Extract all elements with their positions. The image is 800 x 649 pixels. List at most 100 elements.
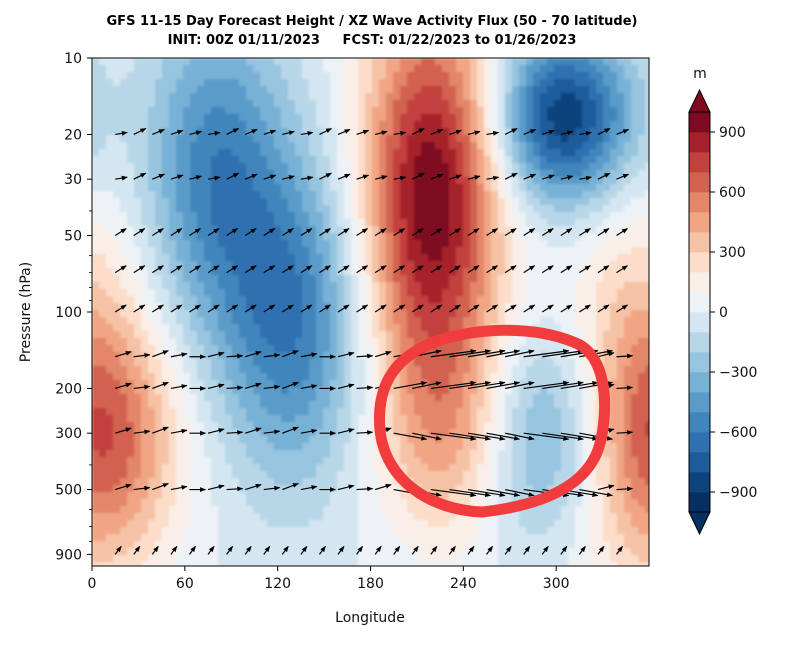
field-cell bbox=[267, 338, 275, 346]
field-cell bbox=[421, 121, 429, 129]
field-cell bbox=[624, 212, 632, 220]
field-cell bbox=[547, 345, 555, 353]
field-cell bbox=[92, 303, 100, 311]
field-cell bbox=[358, 240, 366, 248]
field-cell bbox=[645, 422, 649, 430]
field-cell bbox=[239, 170, 247, 178]
field-cell bbox=[372, 100, 380, 108]
field-cell bbox=[575, 422, 583, 430]
field-cell bbox=[211, 58, 219, 66]
field-cell bbox=[253, 289, 261, 297]
field-cell bbox=[449, 128, 457, 136]
field-cell bbox=[393, 79, 401, 87]
field-cell bbox=[456, 184, 464, 192]
field-cell bbox=[155, 296, 163, 304]
field-cell bbox=[92, 464, 100, 472]
field-cell bbox=[351, 65, 359, 73]
field-cell bbox=[575, 359, 583, 367]
field-cell bbox=[540, 233, 548, 241]
field-cell bbox=[176, 436, 184, 444]
field-cell bbox=[260, 142, 268, 150]
field-cell bbox=[337, 128, 345, 136]
field-cell bbox=[358, 324, 366, 332]
field-cell bbox=[603, 310, 611, 318]
field-cell bbox=[176, 282, 184, 290]
field-cell bbox=[610, 72, 618, 80]
field-cell bbox=[407, 240, 415, 248]
field-cell bbox=[351, 408, 359, 416]
field-cell bbox=[281, 100, 289, 108]
field-cell bbox=[561, 415, 569, 423]
field-cell bbox=[582, 79, 590, 87]
field-cell bbox=[218, 163, 226, 171]
field-cell bbox=[316, 373, 324, 381]
field-cell bbox=[106, 380, 114, 388]
field-cell bbox=[631, 100, 639, 108]
field-cell bbox=[582, 275, 590, 283]
field-cell bbox=[302, 205, 310, 213]
field-cell bbox=[337, 100, 345, 108]
field-cell bbox=[547, 289, 555, 297]
field-cell bbox=[596, 163, 604, 171]
field-cell bbox=[148, 254, 156, 262]
field-cell bbox=[645, 156, 649, 164]
field-cell bbox=[603, 485, 611, 493]
field-cell bbox=[162, 58, 170, 66]
field-cell bbox=[295, 177, 303, 185]
field-cell bbox=[183, 72, 191, 80]
field-cell bbox=[218, 121, 226, 129]
field-cell bbox=[575, 114, 583, 122]
field-cell bbox=[113, 359, 121, 367]
field-cell bbox=[281, 163, 289, 171]
field-cell bbox=[645, 366, 649, 374]
field-cell bbox=[309, 170, 317, 178]
field-cell bbox=[127, 303, 135, 311]
field-cell bbox=[407, 198, 415, 206]
field-cell bbox=[596, 170, 604, 178]
field-cell bbox=[393, 184, 401, 192]
field-cell bbox=[449, 303, 457, 311]
field-cell bbox=[568, 429, 576, 437]
field-cell bbox=[169, 310, 177, 318]
field-cell bbox=[372, 163, 380, 171]
field-cell bbox=[484, 275, 492, 283]
field-cell bbox=[274, 121, 282, 129]
field-cell bbox=[302, 135, 310, 143]
field-cell bbox=[561, 464, 569, 472]
field-cell bbox=[540, 457, 548, 465]
field-cell bbox=[99, 170, 107, 178]
field-cell bbox=[274, 324, 282, 332]
field-cell bbox=[274, 296, 282, 304]
field-cell bbox=[449, 450, 457, 458]
field-cell bbox=[169, 471, 177, 479]
field-cell bbox=[617, 359, 625, 367]
field-cell bbox=[218, 65, 226, 73]
field-cell bbox=[323, 443, 331, 451]
field-cell bbox=[456, 338, 464, 346]
field-cell bbox=[232, 198, 240, 206]
field-cell bbox=[148, 331, 156, 339]
field-cell bbox=[379, 464, 387, 472]
field-cell bbox=[113, 471, 121, 479]
field-cell bbox=[470, 128, 478, 136]
field-cell bbox=[449, 226, 457, 234]
field-cell bbox=[302, 149, 310, 157]
field-cell bbox=[400, 436, 408, 444]
field-cell bbox=[631, 79, 639, 87]
field-cell bbox=[477, 443, 485, 451]
field-cell bbox=[169, 380, 177, 388]
field-cell bbox=[204, 268, 212, 276]
field-cell bbox=[288, 135, 296, 143]
field-cell bbox=[477, 114, 485, 122]
field-cell bbox=[183, 478, 191, 486]
field-cell bbox=[512, 219, 520, 227]
field-cell bbox=[351, 100, 359, 108]
field-cell bbox=[190, 401, 198, 409]
field-cell bbox=[176, 268, 184, 276]
field-cell bbox=[288, 114, 296, 122]
field-cell bbox=[400, 170, 408, 178]
field-cell bbox=[582, 198, 590, 206]
field-cell bbox=[533, 457, 541, 465]
field-cell bbox=[316, 205, 324, 213]
field-cell bbox=[351, 184, 359, 192]
